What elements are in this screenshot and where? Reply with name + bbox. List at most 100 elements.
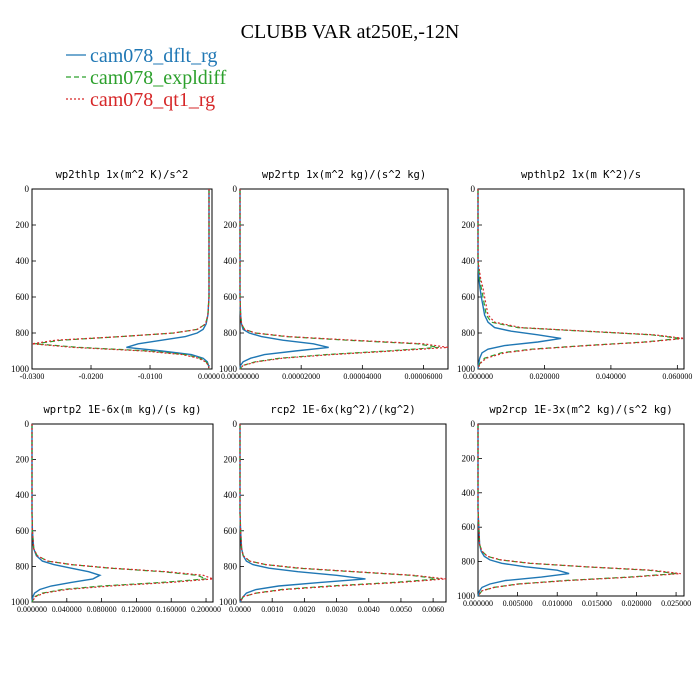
panel-title: wp2thlp 1x(m^2 K)/s^2	[56, 169, 189, 181]
x-tick-label: 0.020000	[621, 599, 651, 608]
panel-5: rcp2 1E-6x(kg^2)/(kg^2) 0 200 400 600 800 1000…	[219, 404, 447, 614]
y-tick-label: 0	[471, 184, 476, 194]
series-line-cam078_dflt_rg	[239, 424, 366, 603]
y-tick-label: 800	[224, 328, 238, 338]
y-tick-label: 800	[16, 561, 30, 571]
figure-title: CLUBB VAR at250E,-12N	[241, 21, 460, 43]
x-tick-label: 0.010000	[542, 599, 572, 608]
y-tick-label: 200	[224, 220, 238, 230]
x-tick-label: 0.00004000	[343, 372, 381, 381]
y-tick-label: 1000	[11, 597, 30, 607]
series-line-cam078_expldiff	[477, 189, 681, 370]
panel-2: wp2rtp 1x(m^2 kg)/(s^2 kg) 0 200 400 600 800 1…	[219, 169, 449, 381]
x-tick-label: 0.040000	[52, 605, 82, 614]
y-tick-label: 0	[25, 419, 30, 429]
x-tick-label: 0.200000	[191, 605, 221, 614]
y-tick-label: 1000	[219, 597, 238, 607]
y-tick-label: 200	[16, 220, 30, 230]
x-tick-label: 0.000000	[463, 599, 493, 608]
panel-frame	[31, 188, 213, 370]
y-tick-label: 200	[462, 453, 476, 463]
panel-title: wprtp2 1E-6x(m kg)/(s kg)	[43, 404, 201, 416]
y-tick-label: 600	[16, 526, 30, 536]
series-line-cam078_qt1_rg	[239, 424, 447, 603]
series-line-cam078_qt1_rg	[31, 189, 210, 370]
y-tick-label: 800	[16, 328, 30, 338]
x-tick-label: 0.00002000	[282, 372, 320, 381]
x-tick-label: 0.015000	[582, 599, 612, 608]
y-tick-label: 800	[462, 557, 476, 567]
panel-3: wpthlp2 1x(m K^2)/s 0 200 400 600 800 10000.00…	[457, 169, 692, 381]
x-tick-label: 0.00000000	[221, 372, 259, 381]
y-tick-label: 1000	[457, 591, 476, 601]
x-tick-label: -0.0200	[79, 372, 104, 381]
legend-label-dflt: cam078_dflt_rg	[90, 45, 217, 67]
y-tick-label: 400	[16, 256, 30, 266]
y-tick-label: 1000	[219, 364, 238, 374]
panel-title: wp2rcp 1E-3x(m^2 kg)/(s^2 kg)	[489, 404, 672, 416]
y-tick-label: 400	[462, 488, 476, 498]
x-tick-label: 0.005000	[503, 599, 533, 608]
series-line-cam078_dflt_rg	[31, 424, 102, 603]
x-tick-label: 0.0010	[261, 605, 283, 614]
x-tick-label: -0.0100	[138, 372, 163, 381]
y-tick-label: 600	[462, 522, 476, 532]
panel-6: wp2rcp 1E-3x(m^2 kg)/(s^2 kg) 0 200 400 600 8…	[457, 404, 691, 608]
x-tick-label: 0.060000	[662, 372, 692, 381]
series-line-cam078_dflt_rg	[477, 189, 562, 370]
series-line-cam078_expldiff	[34, 189, 210, 370]
x-tick-label: 0.000000	[463, 372, 493, 381]
y-tick-label: 600	[462, 292, 476, 302]
y-tick-label: 800	[224, 561, 238, 571]
x-tick-label: 0.0050	[390, 605, 412, 614]
x-tick-label: 0.020000	[529, 372, 559, 381]
series-line-cam078_dflt_rg	[477, 424, 570, 597]
series-line-cam078_expldiff	[477, 424, 677, 597]
y-tick-label: 0	[233, 419, 238, 429]
legend-label-expldiff: cam078_expldiff	[90, 67, 227, 89]
x-tick-label: 0.040000	[596, 372, 626, 381]
x-tick-label: 0.025000	[661, 599, 691, 608]
x-tick-label: 0.0040	[358, 605, 380, 614]
y-tick-label: 400	[224, 490, 238, 500]
y-tick-label: 0	[25, 184, 30, 194]
legend: cam078_dflt_rg cam078_expldiff cam078_qt…	[66, 45, 227, 111]
x-tick-label: 0.00006000	[405, 372, 443, 381]
series-line-cam078_dflt_rg	[126, 189, 210, 370]
panel-4: wprtp2 1E-6x(m kg)/(s kg) 0 200 400 600 800 10…	[11, 404, 221, 614]
y-tick-label: 0	[233, 184, 238, 194]
x-tick-label: 0.0030	[326, 605, 348, 614]
y-tick-label: 800	[462, 328, 476, 338]
x-tick-label: -0.0300	[20, 372, 45, 381]
x-tick-label: 0.120000	[121, 605, 151, 614]
panel-title: rcp2 1E-6x(kg^2)/(kg^2)	[270, 404, 415, 416]
y-tick-label: 400	[16, 490, 30, 500]
series-line-cam078_expldiff	[31, 424, 207, 603]
series-line-cam078_qt1_rg	[477, 424, 681, 597]
series-line-cam078_expldiff	[239, 189, 439, 370]
series-line-cam078_qt1_rg	[477, 189, 685, 370]
panel-grid: wp2thlp 1x(m^2 K)/s^202004006008001000-0…	[11, 169, 692, 614]
x-tick-label: 0.0000	[229, 605, 251, 614]
x-tick-label: 0.0060	[422, 605, 444, 614]
y-tick-label: 200	[462, 220, 476, 230]
y-tick-label: 600	[224, 292, 238, 302]
legend-label-qt1: cam078_qt1_rg	[90, 89, 215, 111]
y-tick-label: 200	[224, 455, 238, 465]
y-tick-label: 1000	[11, 364, 30, 374]
y-tick-label: 400	[462, 256, 476, 266]
y-tick-label: 600	[224, 526, 238, 536]
y-tick-label: 600	[16, 292, 30, 302]
series-line-cam078_qt1_rg	[239, 189, 449, 370]
x-tick-label: 0.160000	[156, 605, 186, 614]
y-tick-label: 0	[471, 419, 476, 429]
x-tick-label: 0.0000	[198, 372, 220, 381]
panel-1: wp2thlp 1x(m^2 K)/s^202004006008001000-0…	[11, 169, 220, 381]
y-tick-label: 1000	[457, 364, 476, 374]
y-tick-label: 200	[16, 455, 30, 465]
panel-frame	[239, 188, 449, 370]
y-tick-label: 400	[224, 256, 238, 266]
x-tick-label: 0.0020	[293, 605, 315, 614]
x-tick-label: 0.080000	[87, 605, 117, 614]
